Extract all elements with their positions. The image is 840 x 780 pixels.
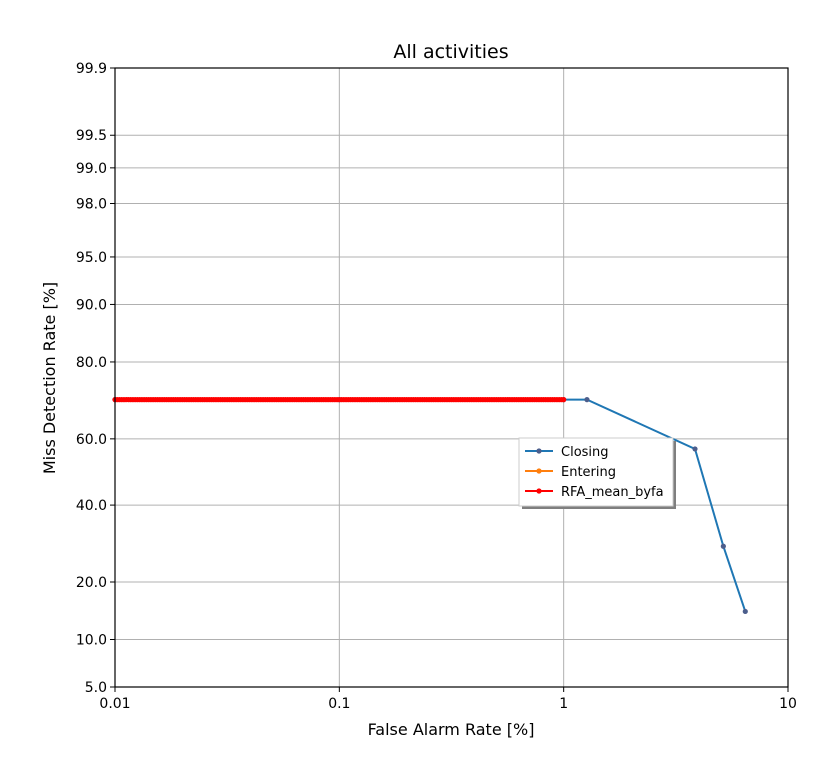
plot-frame [114, 67, 789, 688]
series-closing-point [742, 608, 748, 615]
series-closing-point [584, 397, 590, 403]
chart-title: All activities [393, 41, 508, 63]
series-closing-point [692, 446, 698, 452]
legend-label: RFA_mean_byfa [561, 485, 664, 500]
legend-marker [536, 468, 542, 474]
y-tick-label: 60.0 [76, 432, 107, 448]
x-axis-label: False Alarm Rate [%] [368, 720, 535, 739]
legend: Closing Entering RFA_mean_byfa [518, 437, 676, 509]
x-tick-label: 10 [779, 696, 797, 712]
y-tick-label: 95.0 [76, 250, 107, 266]
y-tick-label: 5.0 [85, 680, 107, 696]
legend-label: Entering [561, 465, 616, 480]
y-tick-label: 99.5 [76, 128, 107, 144]
legend-marker [536, 448, 542, 454]
y-tick-label: 99.0 [76, 161, 107, 177]
y-tick-label: 90.0 [76, 297, 107, 313]
y-tick-label: 20.0 [76, 575, 107, 591]
y-tick-label: 40.0 [76, 498, 107, 514]
x-tick-label: 0.1 [328, 696, 350, 712]
y-tick-label: 80.0 [76, 355, 107, 371]
y-axis-label: Miss Detection Rate [%] [40, 282, 59, 474]
legend-label: Closing [561, 445, 609, 460]
x-tick-label: 0.01 [99, 696, 130, 712]
y-tick-label: 99.9 [76, 61, 107, 77]
legend-marker [536, 488, 542, 494]
series-layer [112, 397, 748, 615]
y-tick-label: 10.0 [76, 633, 107, 649]
x-axis: 0.01 0.1 1 10 [99, 687, 797, 712]
series-rfa-point [561, 397, 567, 403]
y-axis: 5.0 10.0 20.0 40.0 60.0 80.0 90.0 95.0 98.0 99.0 9… [76, 61, 115, 696]
x-tick-label: 1 [559, 696, 568, 712]
series-closing-point [720, 543, 726, 549]
y-tick-label: 98.0 [76, 196, 107, 212]
